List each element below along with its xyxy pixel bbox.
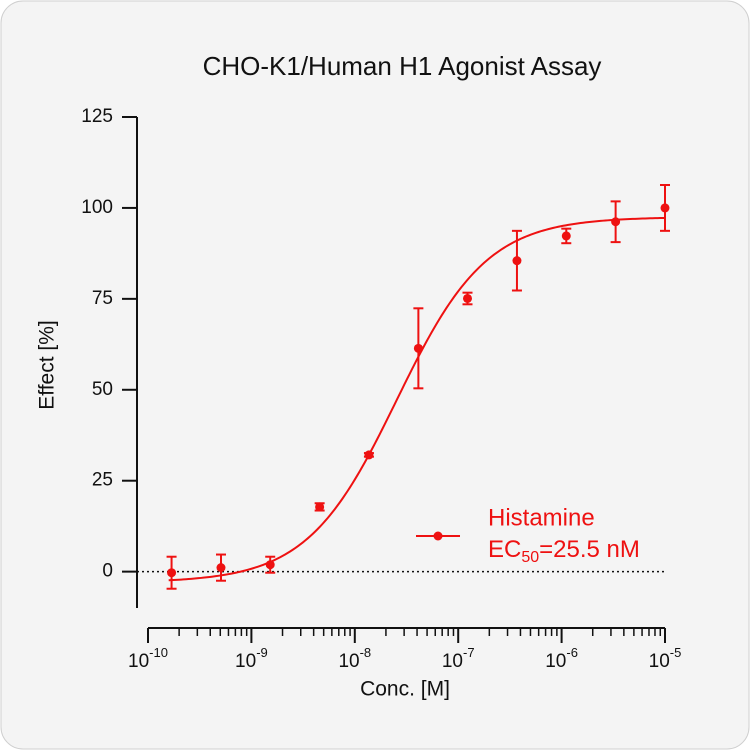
ec50-value: =25.5 nM xyxy=(539,536,640,563)
x-tick-exponent: -10 xyxy=(149,645,168,660)
x-tick-label: 10-9 xyxy=(235,645,268,672)
y-tick-label: 50 xyxy=(92,379,113,400)
x-tick-base: 10 xyxy=(128,651,149,672)
data-point xyxy=(660,203,670,213)
data-point xyxy=(315,502,325,512)
y-tick-label: 125 xyxy=(81,106,113,127)
y-tick-label: 75 xyxy=(92,288,113,309)
chart-title: CHO-K1/Human H1 Agonist Assay xyxy=(203,51,602,81)
x-axis-label: Conc. [M] xyxy=(360,678,450,701)
y-tick-label: 25 xyxy=(92,470,113,491)
x-tick-base: 10 xyxy=(545,651,566,672)
fit-curve xyxy=(168,216,666,582)
data-point xyxy=(413,343,423,353)
legend-marker xyxy=(433,531,443,541)
x-tick-label: 10-7 xyxy=(442,645,475,672)
data-point xyxy=(167,568,177,578)
y-axis-label: Effect [%] xyxy=(36,320,59,410)
x-tick-exponent: -7 xyxy=(463,645,475,660)
y-tick-label: 0 xyxy=(102,561,113,582)
x-tick-base: 10 xyxy=(235,651,256,672)
x-tick-label: 10-8 xyxy=(338,645,371,672)
data-point xyxy=(561,231,571,241)
legend-ec50: EC50=25.5 nM xyxy=(488,536,640,566)
x-tick-label: 10-10 xyxy=(128,645,168,672)
x-tick-exponent: -6 xyxy=(566,645,578,660)
data-point xyxy=(462,293,472,303)
data-point xyxy=(364,450,374,460)
data-point xyxy=(265,560,275,570)
x-tick-exponent: -8 xyxy=(360,645,372,660)
legend-label: Histamine xyxy=(488,504,595,531)
x-tick-exponent: -5 xyxy=(670,645,682,660)
ec50-subscript: 50 xyxy=(521,549,539,566)
x-tick-label: 10-6 xyxy=(545,645,578,672)
x-tick-exponent: -9 xyxy=(256,645,268,660)
x-tick-label: 10-5 xyxy=(649,645,682,672)
data-point xyxy=(216,563,226,573)
data-point xyxy=(512,256,522,266)
x-tick-base: 10 xyxy=(338,651,359,672)
x-tick-base: 10 xyxy=(442,651,463,672)
ec50-text: EC xyxy=(488,536,521,563)
data-point xyxy=(611,217,621,227)
x-tick-base: 10 xyxy=(649,651,670,672)
y-tick-label: 100 xyxy=(81,197,113,218)
